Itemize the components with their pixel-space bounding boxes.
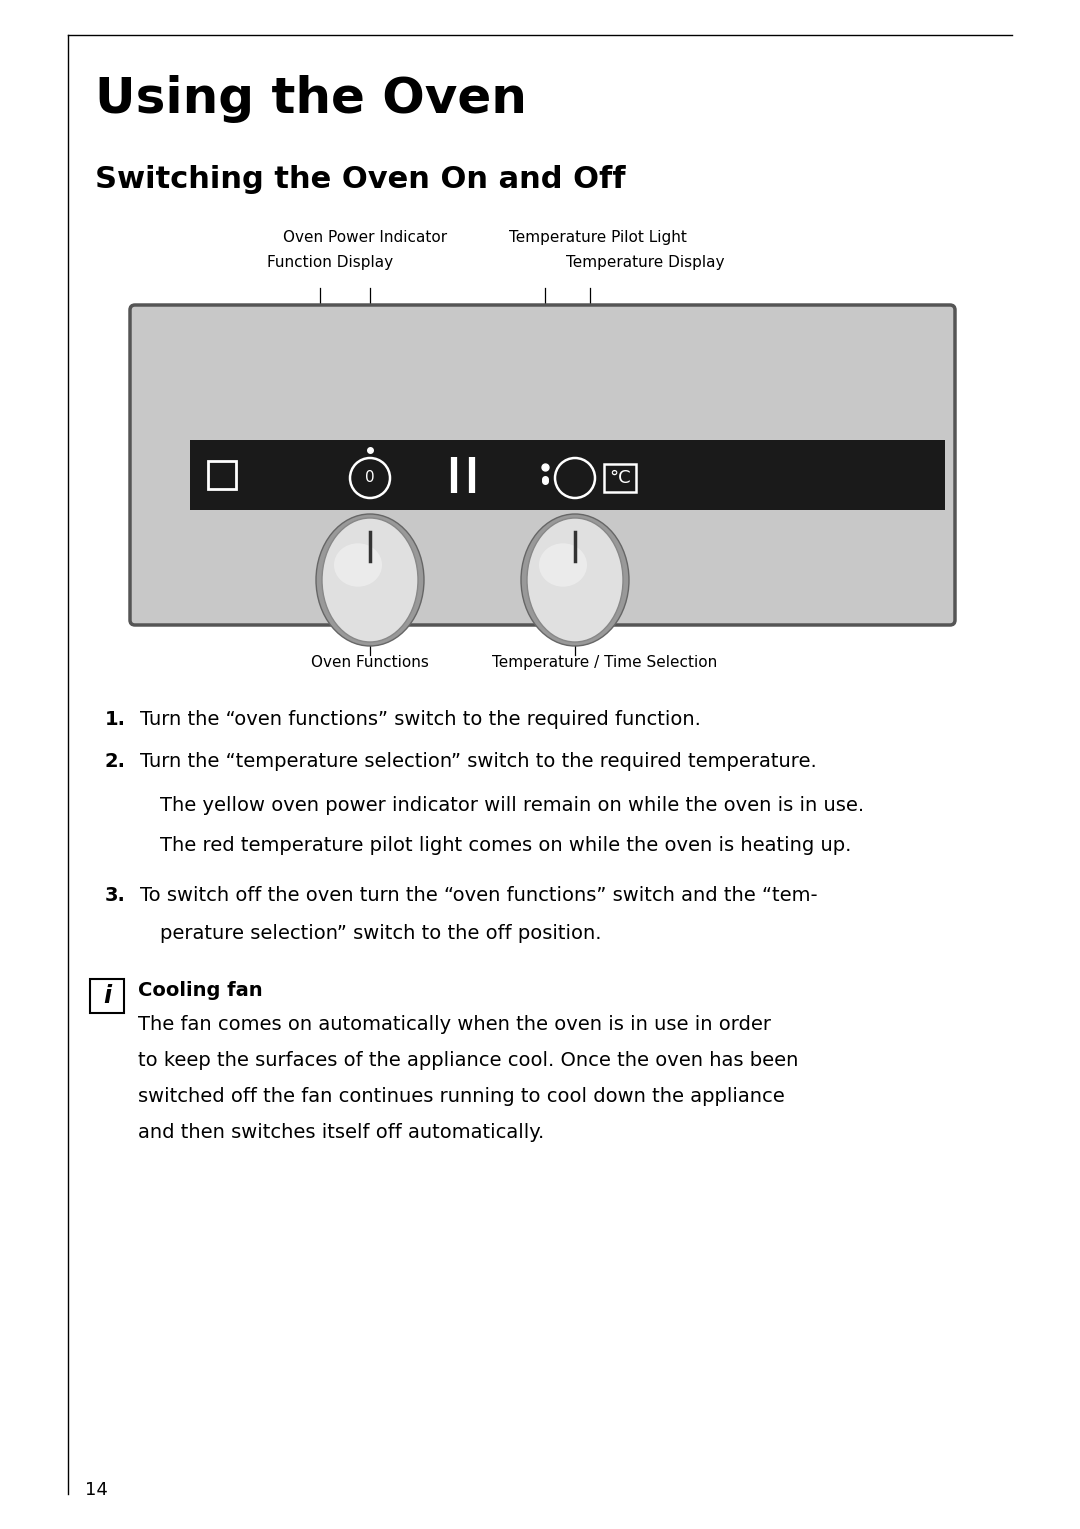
Text: The yellow oven power indicator will remain on while the oven is in use.: The yellow oven power indicator will rem… bbox=[160, 797, 864, 815]
Text: Turn the “oven functions” switch to the required function.: Turn the “oven functions” switch to the … bbox=[140, 709, 701, 729]
Text: i: i bbox=[103, 985, 111, 1008]
Ellipse shape bbox=[527, 518, 623, 642]
Text: To switch off the oven turn the “oven functions” switch and the “tem-: To switch off the oven turn the “oven fu… bbox=[140, 885, 818, 905]
Text: Oven Functions: Oven Functions bbox=[311, 654, 429, 670]
Text: The fan comes on automatically when the oven is in use in order: The fan comes on automatically when the … bbox=[138, 1015, 771, 1034]
Text: 1.: 1. bbox=[105, 709, 126, 729]
Ellipse shape bbox=[316, 514, 424, 645]
Text: 0: 0 bbox=[365, 471, 375, 486]
Text: Using the Oven: Using the Oven bbox=[95, 75, 527, 122]
FancyBboxPatch shape bbox=[130, 304, 955, 625]
Ellipse shape bbox=[539, 543, 588, 587]
Text: Function Display: Function Display bbox=[267, 255, 393, 271]
Text: and then switches itself off automatically.: and then switches itself off automatical… bbox=[138, 1122, 544, 1142]
Text: Temperature Pilot Light: Temperature Pilot Light bbox=[509, 229, 687, 245]
Text: The red temperature pilot light comes on while the oven is heating up.: The red temperature pilot light comes on… bbox=[160, 836, 851, 855]
Text: Oven Power Indicator: Oven Power Indicator bbox=[283, 229, 447, 245]
Bar bbox=[190, 440, 945, 511]
Ellipse shape bbox=[322, 518, 418, 642]
Text: Temperature Display: Temperature Display bbox=[566, 255, 725, 271]
Text: °C: °C bbox=[609, 469, 631, 488]
Ellipse shape bbox=[334, 543, 382, 587]
Text: Cooling fan: Cooling fan bbox=[138, 982, 262, 1000]
Ellipse shape bbox=[521, 514, 629, 645]
Text: 14: 14 bbox=[85, 1482, 108, 1498]
Text: 2.: 2. bbox=[105, 752, 126, 771]
Text: switched off the fan continues running to cool down the appliance: switched off the fan continues running t… bbox=[138, 1087, 785, 1105]
Bar bbox=[90, 979, 124, 1014]
Bar bbox=[604, 463, 636, 492]
Text: Switching the Oven On and Off: Switching the Oven On and Off bbox=[95, 165, 625, 194]
Text: Temperature / Time Selection: Temperature / Time Selection bbox=[492, 654, 717, 670]
Text: 3.: 3. bbox=[105, 885, 126, 905]
Text: to keep the surfaces of the appliance cool. Once the oven has been: to keep the surfaces of the appliance co… bbox=[138, 1050, 798, 1070]
Text: Turn the “temperature selection” switch to the required temperature.: Turn the “temperature selection” switch … bbox=[140, 752, 816, 771]
Bar bbox=[208, 462, 237, 489]
Text: perature selection” switch to the off position.: perature selection” switch to the off po… bbox=[160, 924, 602, 943]
